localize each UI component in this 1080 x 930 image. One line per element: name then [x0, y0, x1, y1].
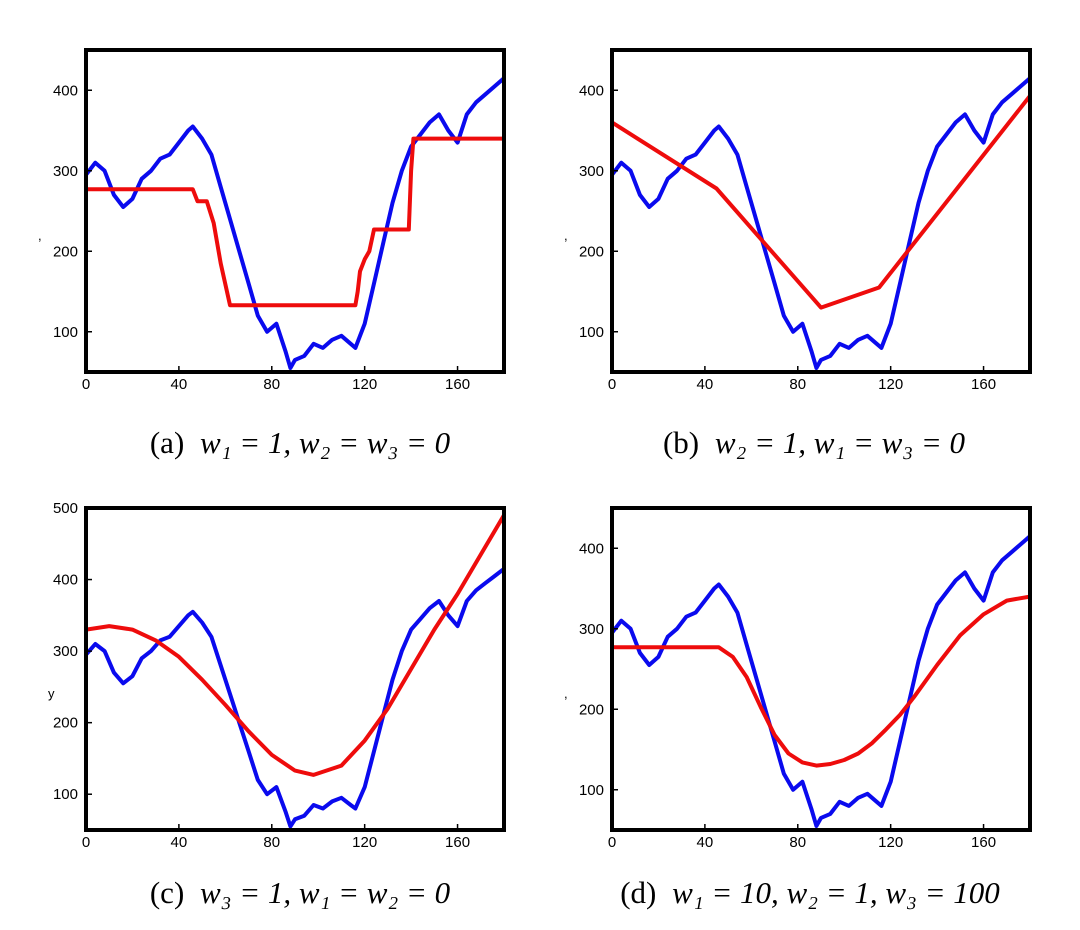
panel-a-axes-frame [84, 48, 506, 374]
caption-b: (b) w₂ = 1, w₁ = w₃ = 0 [663, 425, 966, 460]
panel-c-ylabel: y [48, 686, 55, 701]
panel-d-xtick-label: 0 [608, 834, 616, 851]
panel-a-xtick-label: 40 [171, 376, 188, 393]
panel-b-data-series [612, 76, 1030, 370]
caption-a-label: (a) [150, 425, 184, 460]
panel-d-xtick-label: 40 [697, 834, 714, 851]
caption-c: (c) w₃ = 1, w₁ = w₂ = 0 [150, 875, 451, 910]
panel-c-ytick-label: 500 [53, 500, 78, 517]
panel-b-xtick-label: 160 [971, 376, 996, 393]
panel-a-xtick-label: 120 [352, 376, 377, 393]
panel-c-xtick-label: 0 [82, 834, 90, 851]
caption-b-math: w₂ = 1, w₁ = w₃ = 0 [715, 425, 966, 460]
panel-b-fit-series [612, 93, 1030, 310]
panel-b-axes-frame [610, 48, 1032, 374]
panel-a-ytick-label: 100 [53, 324, 78, 341]
panel-a-ytick-label: 400 [53, 82, 78, 99]
panel-a-xtick-label: 80 [263, 376, 280, 393]
caption-b-label: (b) [663, 425, 699, 460]
panel-b-ylabel: , [564, 228, 568, 243]
panel-b-xtick-label: 40 [697, 376, 714, 393]
caption-d-label: (d) [620, 875, 656, 910]
panel-b-xtick-label: 120 [878, 376, 903, 393]
panel-d-plot: 0 40 80 120 160 100 200 300 400 [579, 506, 1032, 851]
panel-c-ytick-label: 200 [53, 715, 78, 732]
panel-c-xtick-label: 80 [263, 834, 280, 851]
caption-d-math: w₁ = 10, w₂ = 1, w₃ = 100 [672, 875, 1000, 910]
panel-c: y 0 40 80 120 160 100 200 300 400 500 [48, 500, 506, 851]
panel-d-axes-frame [610, 506, 1032, 832]
panel-b-xtick-label: 0 [608, 376, 616, 393]
panel-a-xtick-label: 0 [82, 376, 90, 393]
panel-c-ytick-label: 400 [53, 572, 78, 589]
caption-d: (d) w₁ = 10, w₂ = 1, w₃ = 100 [620, 875, 1000, 910]
caption-c-math: w₃ = 1, w₁ = w₂ = 0 [200, 875, 451, 910]
panel-a-fit-series [86, 136, 504, 308]
caption-a: (a) w₁ = 1, w₂ = w₃ = 0 [150, 425, 451, 460]
panel-c-xtick-label: 120 [352, 834, 377, 851]
panel-d-ytick-label: 100 [579, 782, 604, 799]
panel-c-xtick-label: 160 [445, 834, 470, 851]
panel-c-data-series [86, 566, 504, 829]
panel-a-xtick-label: 160 [445, 376, 470, 393]
panel-c-plot: 0 40 80 120 160 100 200 300 400 500 [53, 500, 506, 851]
panel-b-plot: 0 40 80 120 160 100 200 300 400 [579, 48, 1032, 393]
panel-c-ytick-label: 300 [53, 643, 78, 660]
caption-c-label: (c) [150, 875, 184, 910]
panel-c-ytick-label: 100 [53, 786, 78, 803]
panel-b-ytick-label: 300 [579, 163, 604, 180]
panel-d-data-series [612, 534, 1030, 828]
panel-d-ytick-label: 400 [579, 540, 604, 557]
panel-d: , 0 40 80 120 160 100 200 300 400 [564, 506, 1032, 851]
panel-d-ytick-label: 200 [579, 701, 604, 718]
panel-d-ylabel: , [564, 686, 568, 701]
panel-b-ytick-label: 200 [579, 243, 604, 260]
panel-a-ylabel: , [38, 228, 42, 243]
panel-a-ytick-label: 300 [53, 163, 78, 180]
panel-b: , 0 40 80 120 160 100 200 300 400 [564, 48, 1032, 393]
panel-d-xtick-label: 160 [971, 834, 996, 851]
panel-a: , 0 40 80 120 160 100 200 300 400 [38, 48, 506, 393]
panel-a-ytick-label: 200 [53, 243, 78, 260]
panel-a-data-series [86, 76, 504, 370]
panel-c-xtick-label: 40 [171, 834, 188, 851]
panel-c-axes-frame [84, 506, 506, 832]
panel-b-xtick-label: 80 [789, 376, 806, 393]
panel-a-plot: 0 40 80 120 160 100 200 300 400 [53, 48, 506, 393]
panel-b-ytick-label: 100 [579, 324, 604, 341]
panel-c-fit-series [86, 513, 504, 777]
caption-a-math: w₁ = 1, w₂ = w₃ = 0 [200, 425, 451, 460]
panel-d-xtick-label: 80 [789, 834, 806, 851]
panel-d-xtick-label: 120 [878, 834, 903, 851]
panel-d-fit-series [612, 594, 1030, 768]
panel-b-ytick-label: 400 [579, 82, 604, 99]
panel-d-ytick-label: 300 [579, 621, 604, 638]
